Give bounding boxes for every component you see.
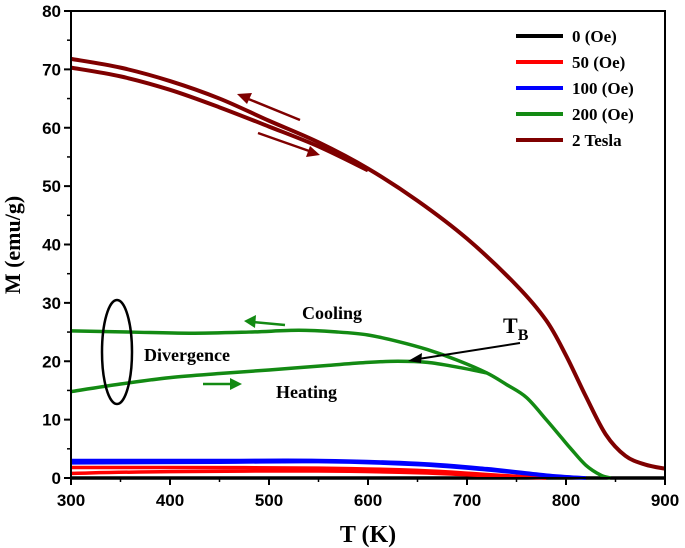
divergence-ellipse: [100, 298, 134, 406]
tesla-cooling-arrowhead: [237, 93, 252, 104]
series-line-4-1: [70, 65, 369, 173]
cooling-arrow: [251, 320, 286, 327]
y-axis-label: M (emu/g): [0, 196, 25, 294]
y-tick-label: 10: [42, 411, 61, 430]
x-tick-label: 700: [453, 491, 481, 510]
tesla-heating-arrow: [257, 131, 313, 154]
tb-arrow: [411, 342, 521, 361]
x-axis-label: T (K): [340, 522, 396, 548]
x-tick-label: 500: [255, 491, 283, 510]
x-tick-label: 400: [156, 491, 184, 510]
tb-arrowhead: [408, 353, 422, 363]
plot-area: [70, 56, 666, 480]
y-tick-label: 30: [42, 294, 61, 313]
y-tick-label: 40: [42, 236, 61, 255]
y-tick-label: 50: [42, 177, 61, 196]
legend-label: 100 (Oe): [572, 79, 634, 98]
tesla-cooling-arrow: [245, 96, 301, 122]
divergence-label: Divergence: [144, 345, 230, 365]
y-tick-label: 0: [52, 469, 61, 488]
annotations: Cooling Heating Divergence TB: [100, 93, 529, 406]
y-tick-label: 60: [42, 119, 61, 138]
series-line-3-0: [70, 328, 612, 480]
series-line-2-1: [70, 459, 586, 480]
legend-label: 2 Tesla: [572, 131, 622, 150]
heating-arrowhead: [230, 378, 242, 390]
cooling-arrowhead: [244, 315, 256, 328]
series-line-3-1: [70, 359, 488, 394]
tesla-heating-arrowhead: [306, 146, 320, 157]
series-line-1-1: [70, 469, 547, 480]
tb-label: TB: [503, 313, 529, 344]
legend-label: 50 (Oe): [572, 53, 625, 72]
x-tick-label: 300: [57, 491, 85, 510]
legend-label: 200 (Oe): [572, 105, 634, 124]
legend-label: 0 (Oe): [572, 27, 617, 46]
axes: 300 400 500 600 700 800 900 0 10 20 30 40 50 60 70 80: [42, 2, 679, 510]
y-tick-label: 70: [42, 60, 61, 79]
y-tick-label: 20: [42, 352, 61, 371]
x-tick-label: 800: [552, 491, 580, 510]
legend: 0 (Oe) 50 (Oe) 100 (Oe) 200 (Oe) 2 Tesla: [516, 27, 634, 150]
x-tick-label: 600: [354, 491, 382, 510]
y-tick-label: 80: [42, 2, 61, 21]
x-tick-label: 900: [651, 491, 679, 510]
cooling-label: Cooling: [302, 303, 362, 323]
series-line-4-0: [70, 56, 666, 471]
heating-label: Heating: [276, 382, 337, 402]
